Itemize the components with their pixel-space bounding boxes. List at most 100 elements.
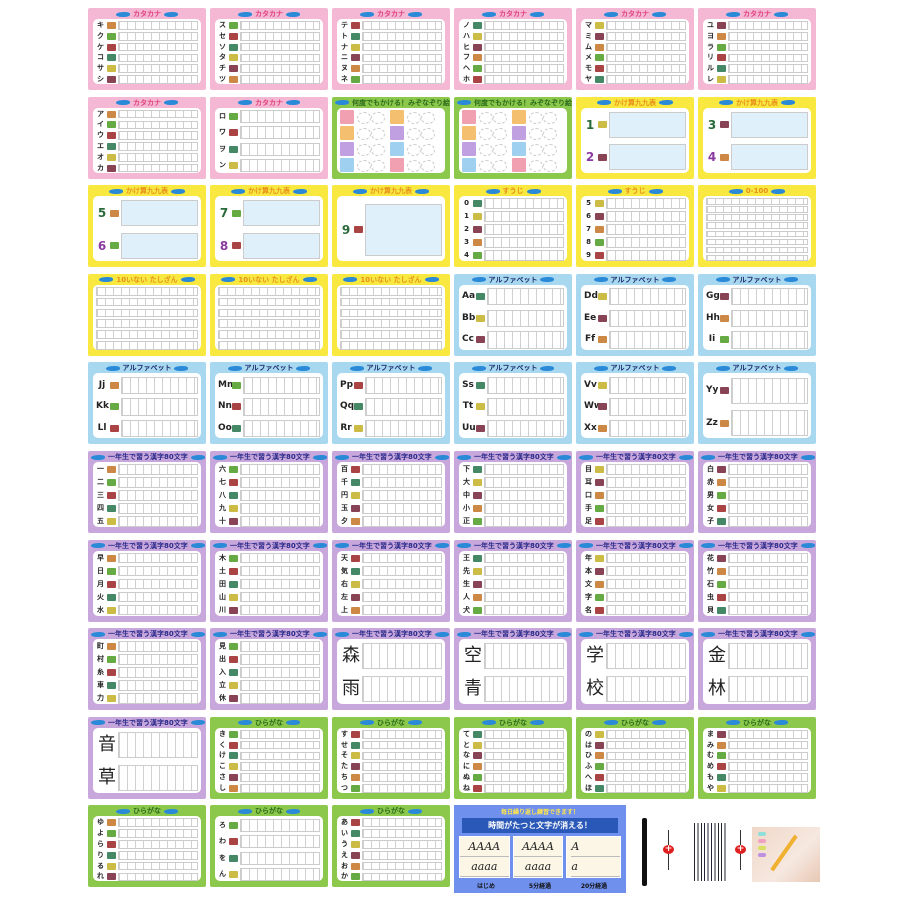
tracing-grid — [340, 319, 442, 329]
tracing-grid — [362, 829, 442, 838]
illustration-icon — [229, 606, 238, 614]
tracing-grid — [487, 331, 564, 349]
practice-row — [706, 213, 808, 221]
worksheet-title-text: 一年生で習う漢字80文字 — [596, 541, 676, 550]
practice-row: ヲ — [218, 141, 320, 157]
tracing-grid — [218, 330, 320, 339]
practice-character: 校 — [586, 677, 604, 699]
practice-character: る — [97, 861, 104, 870]
picture-tile — [340, 109, 354, 124]
practice-character: 六 — [219, 465, 226, 473]
illustration-icon — [107, 840, 116, 848]
tracing-grid — [240, 578, 320, 590]
practice-character: 雨 — [342, 677, 360, 699]
illustration-icon — [229, 838, 238, 846]
illustration-icon — [720, 314, 729, 322]
tracing-grid — [484, 21, 564, 30]
worksheet-title-text: カタカナ — [743, 10, 771, 18]
illustration-icon — [717, 606, 726, 614]
worksheet-card: カタカナテトナニヌネ — [332, 8, 450, 90]
illustration-icon — [473, 774, 482, 782]
practice-row: 6 — [584, 210, 686, 223]
practice-character: や — [707, 783, 714, 792]
practice-character: え — [341, 850, 348, 859]
illustration-icon — [351, 873, 360, 881]
dolphin-icon — [728, 188, 743, 194]
practice-row — [706, 222, 808, 230]
practice-row: Uu — [462, 418, 564, 440]
practice-row: 金 — [706, 640, 808, 673]
dolphin-icon — [715, 277, 730, 283]
illustration-icon — [595, 580, 604, 588]
worksheet-title-text: アルファベット — [732, 275, 782, 284]
practice-character: 0 — [464, 199, 469, 208]
practice-row: も — [706, 772, 808, 783]
worksheet-card: 一年生で習う漢字80文字花竹石虫貝 — [698, 539, 816, 622]
practice-character: Kk — [96, 401, 109, 412]
dolphin-icon — [434, 543, 449, 549]
practice-character: 川 — [219, 605, 226, 614]
tracing-grid — [484, 784, 564, 793]
worksheet-card: アルファベット Yy Zz — [698, 362, 816, 445]
practice-row: Vv — [584, 374, 686, 396]
practice-character: 村 — [97, 655, 104, 664]
worksheet-title-text: すうじ — [624, 187, 646, 196]
tracing-grid — [731, 287, 808, 306]
illustration-icon — [229, 580, 238, 588]
tracing-grid — [484, 516, 564, 527]
worksheet-title: 何度でもかける！みぞなぞり絵 — [332, 98, 450, 108]
tracing-grid — [362, 42, 442, 52]
tracing-grid — [609, 287, 686, 306]
tracing-grid — [728, 740, 808, 750]
illustration-icon — [717, 505, 726, 512]
tracing-grid — [362, 464, 442, 475]
tracing-grid — [362, 591, 442, 603]
practice-row: 生 — [462, 578, 564, 591]
illustration-icon — [354, 381, 363, 389]
worksheet-title: かけ算九九表 — [88, 186, 206, 196]
practice-character: Aa — [462, 291, 476, 302]
practice-row: 字 — [584, 591, 686, 604]
worksheet-title-text: かけ算九九表 — [614, 98, 656, 107]
tracing-grid — [118, 654, 198, 665]
worksheet-card: 一年生で習う漢字80文字空青 — [454, 628, 572, 711]
worksheet-title-text: 一年生で習う漢字80文字 — [108, 630, 188, 639]
worksheet-body: あいうえおか — [337, 816, 445, 882]
tracing-grid — [484, 53, 564, 63]
worksheet-body: 音草 — [93, 727, 201, 793]
illustration-icon — [351, 741, 360, 749]
tracing-grid — [706, 214, 808, 221]
promo-top-text: 毎日繰り返し練習できます！ — [500, 809, 579, 816]
worksheet-title: ひらがな — [210, 718, 328, 728]
practice-row: ヤ — [584, 74, 686, 85]
illustration-icon — [229, 784, 238, 792]
practice-character: 目 — [585, 465, 592, 473]
worksheet-title: 一年生で習う漢字80文字 — [576, 452, 694, 462]
practice-row: リ — [706, 53, 808, 64]
practice-character: 学 — [586, 645, 604, 667]
tracing-grid — [362, 53, 442, 63]
tracing-grid — [484, 675, 564, 702]
worksheet-card: 一年生で習う漢字80文字町村糸車力 — [88, 628, 206, 711]
practice-row: ツ — [218, 74, 320, 85]
practice-character: 9 — [586, 251, 591, 260]
practice-character: Qq — [340, 401, 355, 412]
practice-character: 5 — [586, 199, 591, 208]
picture-tile — [512, 109, 526, 124]
tracing-grid — [706, 238, 808, 246]
practice-row: 円 — [340, 489, 442, 502]
worksheet-title: アルファベット — [698, 363, 816, 373]
illustration-icon — [717, 518, 726, 525]
worksheet-title: 一年生で習う漢字80文字 — [88, 541, 206, 551]
practice-character: 玉 — [341, 504, 348, 512]
trace-outline — [543, 143, 557, 156]
practice-row — [706, 205, 808, 213]
worksheet-body: Jj Kk Ll — [93, 373, 201, 439]
worksheet-body: 天気右左上 — [337, 550, 445, 616]
caption-start: はじめ — [476, 883, 495, 890]
dolphin-icon — [593, 277, 608, 283]
tracing-grid — [606, 211, 686, 222]
dolphin-icon — [91, 720, 105, 726]
trace-outline — [529, 143, 543, 156]
illustration-icon — [107, 32, 116, 40]
